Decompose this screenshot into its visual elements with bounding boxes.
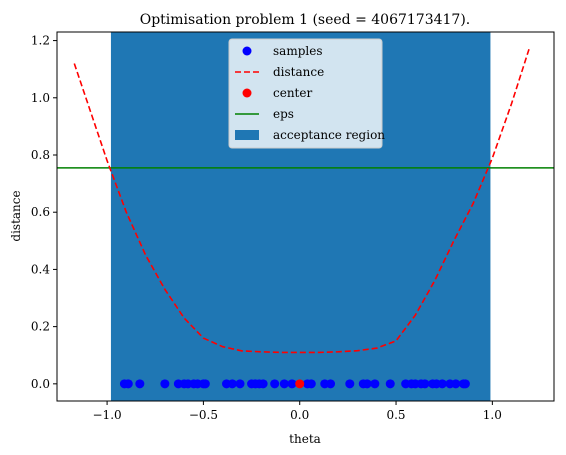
sample-point — [385, 379, 395, 389]
legend-label: center — [273, 86, 312, 100]
sample-point — [200, 379, 210, 389]
sample-point — [437, 379, 447, 389]
sample-point — [227, 379, 237, 389]
x-tick-label: 0.5 — [386, 408, 405, 422]
y-tick-label: 0.6 — [31, 205, 50, 219]
y-tick-label: 1.2 — [31, 34, 50, 48]
sample-point — [362, 379, 372, 389]
axes-frame — [56, 31, 555, 402]
sample-point — [370, 379, 380, 389]
sample-point — [451, 379, 461, 389]
legend-label: samples — [273, 44, 322, 58]
sample-point — [160, 379, 170, 389]
legend-label: acceptance region — [273, 128, 385, 142]
x-tick-label: −1.0 — [93, 408, 122, 422]
center-point — [295, 379, 305, 389]
sample-point — [258, 379, 268, 389]
x-tick-label: 1.0 — [483, 408, 502, 422]
sample-point — [135, 379, 145, 389]
y-axis-label: distance — [9, 190, 23, 241]
legend-marker-acceptance-region — [235, 130, 259, 140]
sample-point — [287, 379, 297, 389]
x-axis-label: theta — [289, 432, 321, 446]
y-tick-label: 0.4 — [31, 262, 50, 276]
x-tick-label: −0.5 — [189, 408, 218, 422]
chart-title: Optimisation problem 1 (seed = 406717341… — [140, 12, 471, 28]
legend-marker-samples — [242, 46, 252, 56]
y-tick-label: 0.8 — [31, 148, 50, 162]
sample-point — [306, 379, 316, 389]
y-tick-label: 0.2 — [31, 320, 50, 334]
sample-point — [235, 379, 245, 389]
y-tick-label: 0.0 — [31, 377, 50, 391]
x-tick-label: 0.0 — [290, 408, 309, 422]
legend-label: distance — [273, 65, 324, 79]
sample-point — [460, 379, 470, 389]
legend: samples distance center eps acceptance regio… — [228, 38, 385, 149]
legend-box — [228, 38, 383, 149]
sample-point — [279, 379, 289, 389]
sample-point — [420, 379, 430, 389]
sample-point — [326, 379, 336, 389]
axes: −1.0 −0.5 0.0 0.5 1.0 0.0 0.2 0.4 0.6 0.8 1.0 1.2 — [31, 31, 555, 422]
sample-point — [270, 379, 280, 389]
y-tick-label: 1.0 — [31, 91, 50, 105]
legend-marker-center — [242, 88, 252, 98]
sample-point — [345, 379, 355, 389]
legend-label: eps — [273, 107, 294, 121]
sample-point — [123, 379, 133, 389]
